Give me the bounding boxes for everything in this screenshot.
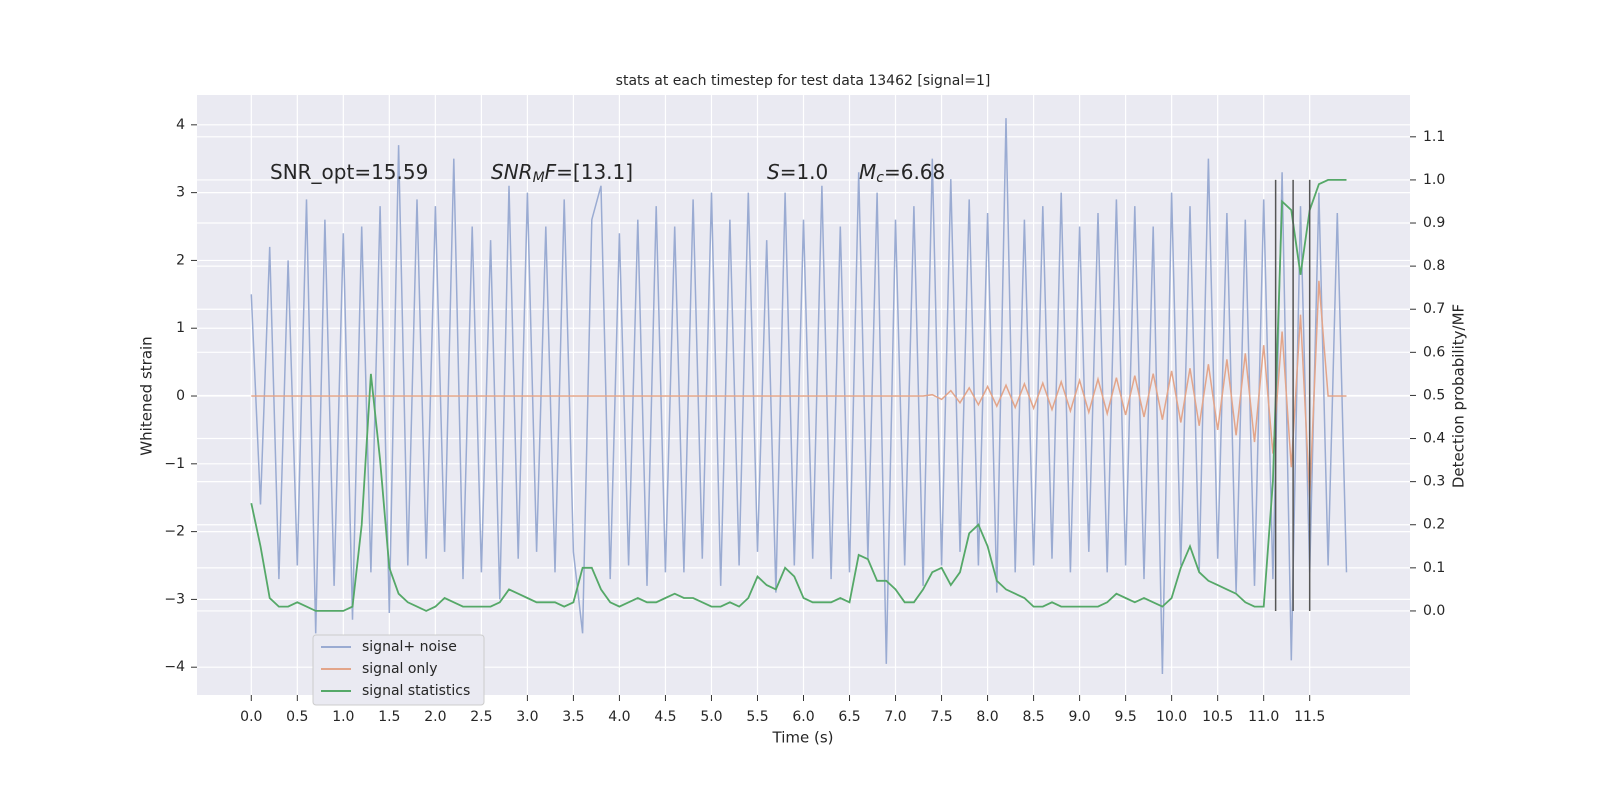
x-tick-label: 2.0: [424, 709, 446, 725]
x-tick-label: 6.5: [838, 709, 860, 725]
y2-tick-label: 0.4: [1423, 431, 1445, 447]
x-tick-label: 7.0: [884, 709, 906, 725]
x-tick-label: 11.0: [1248, 709, 1279, 725]
y-tick-label: 0: [176, 388, 185, 404]
legend-label: signal statistics: [362, 683, 470, 699]
x-tick-label: 10.0: [1156, 709, 1187, 725]
x-axis-label: Time (s): [772, 729, 834, 747]
chart-title: stats at each timestep for test data 134…: [616, 73, 991, 89]
y2-tick-label: 0.5: [1423, 387, 1445, 403]
y2-tick-label: 0.7: [1423, 301, 1445, 317]
x-tick-label: 5.5: [746, 709, 768, 725]
series-line: [250, 179, 1347, 612]
x-tick-label: 1.0: [332, 709, 354, 725]
x-tick-label: 0.0: [240, 709, 262, 725]
y2-tick-label: 0.1: [1423, 560, 1445, 576]
y-axis-label: Whitened strain: [138, 336, 156, 455]
y2-tick-label: 0.0: [1423, 603, 1445, 619]
series-line: [250, 118, 1348, 675]
y-tick-label: −2: [164, 524, 185, 540]
series-line: [251, 280, 1347, 498]
x-tick-label: 10.5: [1202, 709, 1233, 725]
y-tick-label: 1: [176, 320, 185, 336]
x-tick-label: 5.0: [700, 709, 722, 725]
legend-box: [312, 634, 485, 706]
y-tick-label: −4: [164, 659, 185, 675]
y-tick-label: −1: [164, 456, 185, 472]
y-tick-label: −3: [164, 591, 185, 607]
y2-tick-label: 1.0: [1423, 172, 1445, 188]
x-tick-label: 2.5: [470, 709, 492, 725]
x-tick-label: 3.0: [516, 709, 538, 725]
y2-tick-label: 0.8: [1423, 258, 1445, 274]
y-tick-label: 3: [176, 185, 185, 201]
y-tick-label: 4: [176, 117, 185, 133]
y2-tick-label: 0.3: [1423, 474, 1445, 490]
legend-label: signal+ noise: [362, 639, 457, 655]
annotation: Mc=6.68: [859, 160, 945, 187]
x-tick-label: 11.5: [1294, 709, 1325, 725]
x-tick-label: 4.0: [608, 709, 630, 725]
x-tick-label: 1.5: [378, 709, 400, 725]
x-tick-label: 7.5: [930, 709, 952, 725]
x-tick-label: 8.5: [1022, 709, 1044, 725]
y2-tick-label: 1.1: [1423, 129, 1445, 145]
legend-label: signal only: [362, 661, 437, 677]
y-tick-label: 2: [176, 252, 185, 268]
x-tick-label: 9.5: [1114, 709, 1136, 725]
y2-tick-label: 0.6: [1423, 344, 1445, 360]
annotation: SNR_opt=15.59: [270, 160, 428, 184]
y2-axis-label: Detection probability/MF: [1450, 304, 1468, 488]
x-tick-label: 6.0: [792, 709, 814, 725]
x-tick-label: 0.5: [286, 709, 308, 725]
annotation: SNRMF=[13.1]: [491, 160, 633, 187]
x-tick-label: 8.0: [976, 709, 998, 725]
y2-tick-label: 0.2: [1423, 517, 1445, 533]
annotation: S=1.0: [767, 160, 828, 184]
x-tick-label: 9.0: [1068, 709, 1090, 725]
x-tick-label: 3.5: [562, 709, 584, 725]
x-tick-label: 4.5: [654, 709, 676, 725]
y2-tick-label: 0.9: [1423, 215, 1445, 231]
